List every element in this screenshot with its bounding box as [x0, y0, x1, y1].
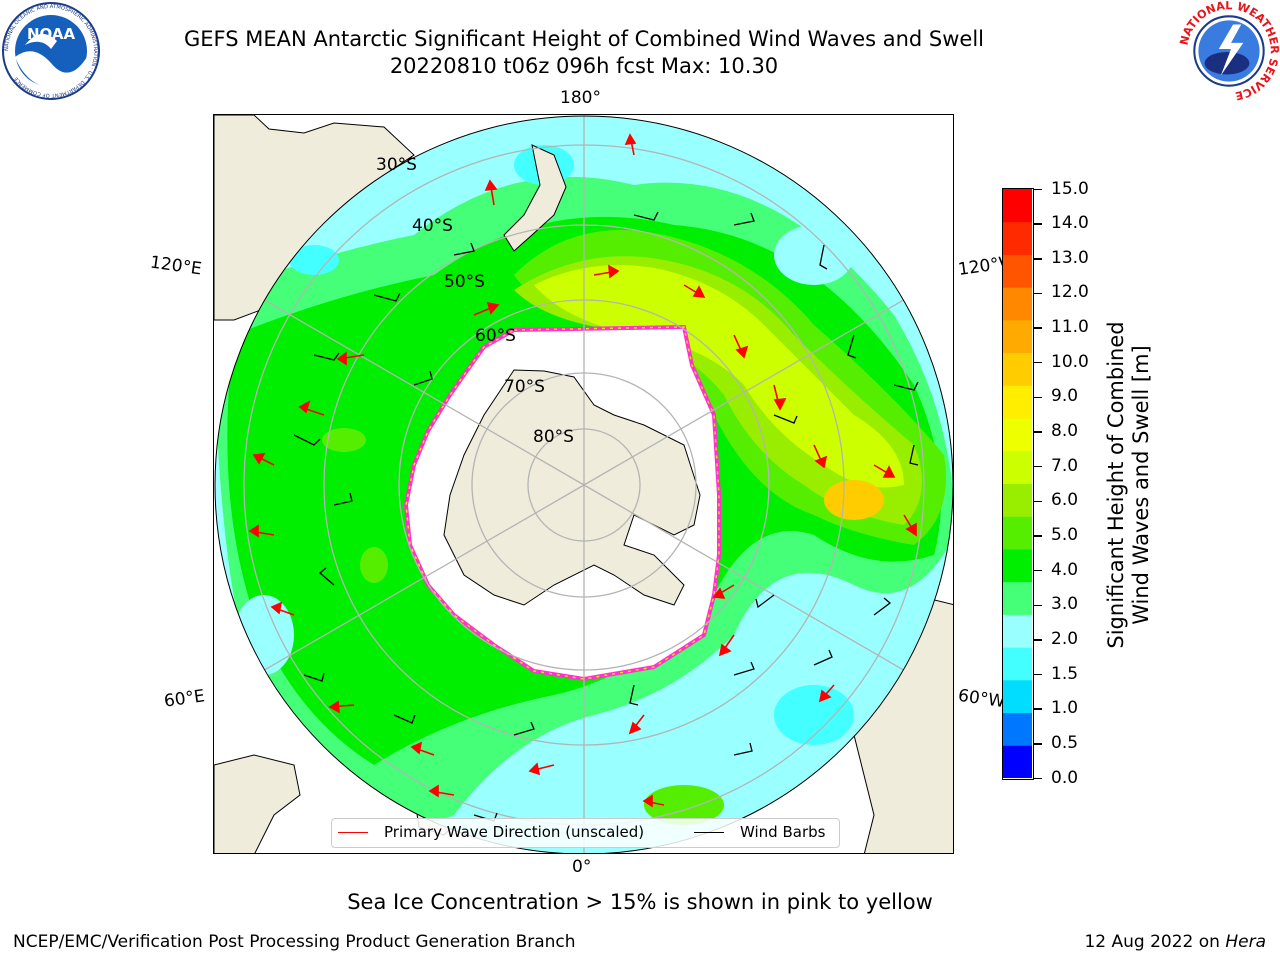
land-antarctica — [443, 369, 701, 606]
colorbar-tick-label: 13.0 — [1051, 247, 1089, 268]
map-subtitle: 20220810 t06z 096h fcst Max: 10.30 — [389, 54, 779, 78]
colorbar-tick-label: 2.0 — [1051, 628, 1079, 649]
sea-ice-note: Sea Ice Concentration > 15% is shown in … — [347, 890, 933, 914]
wave-max-region — [824, 480, 884, 520]
colorbar-tick — [1034, 258, 1042, 260]
polar-map: 30°S 40°S 50°S 60°S 70°S 80°S — [213, 114, 954, 854]
colorbar-segment — [1003, 450, 1032, 484]
lon-label-60e: 60°E — [162, 686, 207, 712]
colorbar-tick — [1034, 743, 1042, 745]
colorbar-segment — [1003, 614, 1032, 648]
lon-label-60w: 60°W — [956, 685, 1007, 713]
wave-direction-arrows — [248, 133, 917, 808]
lat-label-30s: 30°S — [376, 155, 417, 175]
colorbar-segment — [1003, 516, 1032, 550]
colorbar-tick — [1034, 569, 1042, 572]
colorbar — [1002, 188, 1034, 780]
lon-label-0: 0° — [572, 857, 592, 877]
legend-wave-label: Primary Wave Direction (unscaled) — [384, 823, 645, 841]
colorbar-segment — [1003, 254, 1032, 288]
lon-label-180: 180° — [560, 88, 601, 108]
colorbar-tick-label: 3.0 — [1051, 594, 1079, 615]
colorbar-tick-label: 14.0 — [1051, 213, 1089, 234]
colorbar-tick — [1034, 327, 1042, 329]
colorbar-segment — [1003, 548, 1032, 583]
colorbar-segment — [1003, 385, 1032, 419]
colorbar-segment — [1003, 287, 1032, 321]
nws-logo: NATIONAL WEATHER SERVICE — [1178, 0, 1280, 102]
colorbar-tick-label: 11.0 — [1051, 317, 1089, 338]
colorbar-segment — [1003, 352, 1032, 386]
land-africa — [214, 754, 301, 853]
colorbar-tick-label: 0.5 — [1051, 732, 1079, 753]
colorbar-tick — [1034, 639, 1042, 641]
lat-label-80s: 80°S — [533, 427, 574, 447]
colorbar-segment — [1003, 189, 1032, 223]
colorbar-tick-label: 4.0 — [1051, 559, 1079, 580]
legend-item-wind: Wind Barbs — [694, 823, 825, 841]
map-legend: Primary Wave Direction (unscaled) Wind B… — [331, 818, 840, 848]
colorbar-tick-label: 1.5 — [1051, 663, 1079, 684]
colorbar-tick — [1034, 188, 1042, 191]
colorbar-title-line1: Significant Height of Combined — [1104, 321, 1128, 649]
colorbar-segment — [1003, 647, 1032, 681]
colorbar-segment — [1003, 483, 1032, 517]
colorbar-tick-label: 12.0 — [1051, 282, 1089, 303]
colorbar-tick-label: 10.0 — [1051, 351, 1089, 372]
colorbar-tick — [1034, 777, 1042, 780]
wave-line-swatch — [338, 832, 368, 833]
colorbar-tick — [1034, 500, 1042, 503]
wind-line-swatch — [694, 832, 724, 833]
footer-host: Hera — [1225, 932, 1266, 952]
colorbar-segment — [1003, 319, 1032, 354]
colorbar-segment — [1003, 679, 1032, 714]
lat-label-60s: 60°S — [475, 326, 516, 346]
colorbar-tick — [1034, 604, 1042, 606]
colorbar-tick-label: 9.0 — [1051, 386, 1079, 407]
footer-date-text: 12 Aug 2022 on — [1084, 932, 1226, 952]
colorbar-segment — [1003, 581, 1032, 615]
colorbar-tick — [1034, 465, 1042, 468]
land-new-zealand — [503, 144, 567, 252]
wave-band-7m — [534, 265, 904, 488]
colorbar-segment — [1003, 221, 1032, 255]
colorbar-tick-label: 15.0 — [1051, 178, 1089, 199]
colorbar-tick — [1034, 223, 1042, 225]
colorbar-tick — [1034, 361, 1042, 364]
colorbar-tick — [1034, 431, 1042, 433]
legend-item-wave: Primary Wave Direction (unscaled) — [338, 823, 644, 841]
colorbar-title: Significant Height of Combined Wind Wave… — [1104, 305, 1154, 665]
colorbar-segment — [1003, 418, 1032, 452]
noaa-logo: NOAA NATIONAL OCEANIC AND ATMOSPHERIC AD… — [2, 2, 100, 100]
wind-barbs — [293, 211, 919, 822]
colorbar-segment — [1003, 745, 1032, 778]
colorbar-tick — [1034, 535, 1042, 537]
colorbar-tick — [1034, 708, 1042, 710]
colorbar-tick-label: 6.0 — [1051, 490, 1079, 511]
footer-branch: NCEP/EMC/Verification Post Processing Pr… — [13, 932, 576, 952]
noaa-logo-text: NOAA — [27, 25, 76, 43]
colorbar-tick — [1034, 396, 1042, 399]
lon-label-120e: 120°E — [148, 252, 203, 280]
colorbar-tick — [1034, 673, 1042, 676]
colorbar-tick-label: 7.0 — [1051, 455, 1079, 476]
footer-date: 12 Aug 2022 on Hera — [1084, 932, 1266, 952]
lat-label-70s: 70°S — [504, 377, 545, 397]
colorbar-tick-label: 5.0 — [1051, 524, 1079, 545]
colorbar-tick-label: 0.0 — [1051, 767, 1079, 788]
colorbar-tick-label: 1.0 — [1051, 698, 1079, 719]
map-title: GEFS MEAN Antarctic Significant Height o… — [183, 27, 985, 51]
legend-wind-label: Wind Barbs — [740, 823, 826, 841]
colorbar-tick-label: 8.0 — [1051, 421, 1079, 442]
lat-label-40s: 40°S — [412, 216, 453, 236]
colorbar-tick — [1034, 292, 1042, 295]
colorbar-title-line2: Wind Waves and Swell [m] — [1129, 345, 1153, 625]
colorbar-segment — [1003, 712, 1032, 746]
lat-label-50s: 50°S — [444, 272, 485, 292]
